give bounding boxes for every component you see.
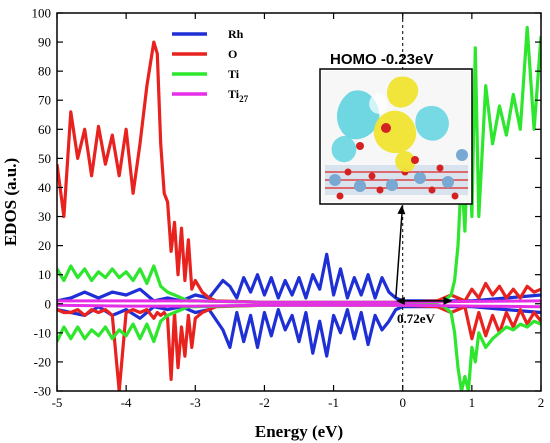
x-tick-label: -1: [328, 395, 339, 410]
homo-arrow: [395, 205, 406, 299]
y-tick-label: 90: [38, 35, 51, 50]
legend-label: Ti: [228, 67, 240, 81]
y-tick-label: 60: [38, 122, 51, 137]
gap-annotation: 0.72eV: [397, 311, 436, 326]
y-tick-label: 20: [38, 238, 51, 253]
charge-density-isosurface-image: [319, 68, 473, 205]
y-tick-label: 10: [38, 267, 51, 282]
y-tick-label: 70: [38, 93, 51, 108]
y-tick-label: -10: [34, 325, 51, 340]
homo-annotation: HOMO -0.23eV: [330, 51, 433, 68]
legend-label: O: [228, 47, 237, 61]
series-line-ti27-upper: [57, 299, 541, 304]
series-line-ti27-lower: [57, 303, 541, 309]
y-tick-label: 100: [32, 6, 52, 21]
legend-label: Ti27: [228, 87, 249, 104]
y-tick-label: 50: [38, 151, 51, 166]
legend-label: Rh: [228, 27, 244, 41]
y-tick-label: 40: [38, 180, 51, 195]
x-tick-label: -2: [259, 395, 270, 410]
y-axis-title: EDOS (a.u.): [1, 158, 20, 246]
x-tick-label: 2: [538, 395, 545, 410]
y-tick-label: -20: [34, 354, 51, 369]
y-tick-label: 80: [38, 64, 51, 79]
x-tick-label: 1: [469, 395, 476, 410]
legend: Rh O Ti Ti27: [172, 27, 249, 104]
x-tick-label: 0: [399, 395, 406, 410]
y-tick-label: 30: [38, 209, 51, 224]
x-tick-label: -4: [121, 395, 132, 410]
series-line-o-upper: [57, 40, 541, 304]
series-line-o-lower: [57, 303, 541, 391]
gap-arrow: [395, 296, 453, 305]
y-tick-label: 0: [45, 296, 52, 311]
ticks-layer: -5 -4 -3 -2 -1 0 1 2-30-20-10010203040506070809…: [32, 6, 545, 411]
x-axis-title: Energy (eV): [255, 422, 343, 441]
x-tick-label: -5: [52, 395, 63, 410]
x-tick-label: -3: [190, 395, 201, 410]
series-layer: [57, 25, 541, 391]
y-tick-label: -30: [34, 384, 51, 399]
plot-frame: [56, 12, 542, 392]
